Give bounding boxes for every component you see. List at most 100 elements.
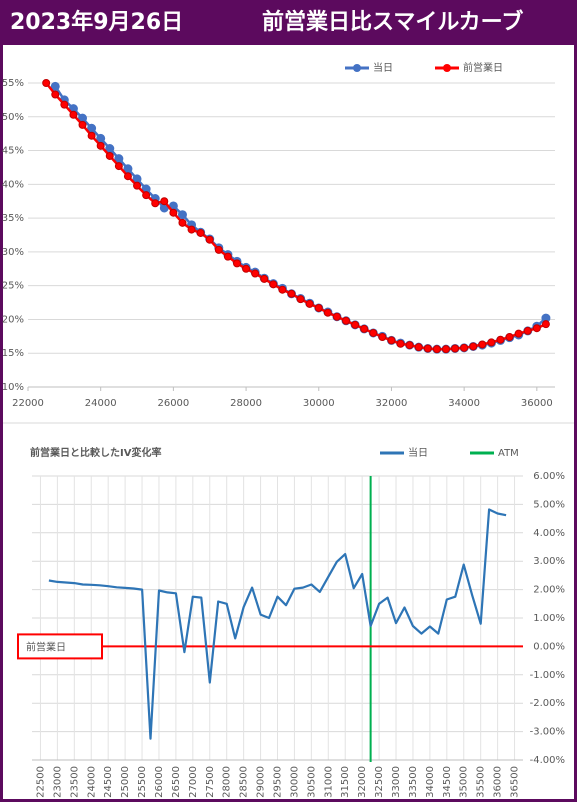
legend-label: 当日 — [408, 446, 428, 459]
marker — [414, 343, 423, 352]
x-tick-label: 36500 — [510, 766, 521, 798]
x-tick-label: 32500 — [374, 766, 385, 798]
marker — [314, 303, 323, 312]
y-tick-label: 50% — [2, 112, 24, 123]
y-tick-label: 15% — [2, 348, 24, 359]
x-tick-label: 26000 — [157, 398, 189, 409]
y-tick-label: -2.00% — [530, 698, 565, 709]
marker — [496, 335, 505, 344]
x-tick-label: 24000 — [85, 398, 117, 409]
x-tick-label: 22500 — [35, 766, 46, 798]
x-tick-label: 30000 — [303, 398, 335, 409]
marker — [332, 312, 341, 321]
x-tick-label: 34500 — [442, 766, 453, 798]
x-tick-label: 33000 — [391, 766, 402, 798]
y-tick-label: 40% — [2, 179, 24, 190]
x-tick-label: 35500 — [476, 766, 487, 798]
legend-label: ATM — [498, 448, 519, 459]
y-tick-label: 4.00% — [533, 528, 565, 539]
x-tick-label: 34000 — [448, 398, 480, 409]
marker — [214, 245, 223, 254]
marker — [396, 339, 405, 348]
marker — [378, 333, 387, 342]
y-tick-label: 55% — [2, 78, 24, 89]
marker — [360, 324, 369, 333]
marker — [460, 343, 469, 352]
marker — [405, 341, 414, 350]
marker — [78, 120, 87, 129]
x-tick-label: 25500 — [137, 766, 148, 798]
marker — [351, 320, 360, 329]
series-line — [48, 508, 507, 740]
x-tick-label: 25000 — [120, 766, 131, 798]
legend-marker — [353, 64, 361, 72]
x-tick-label: 32000 — [357, 766, 368, 798]
x-tick-label: 34000 — [425, 766, 436, 798]
marker — [142, 191, 151, 200]
x-tick-label: 36000 — [521, 398, 553, 409]
marker — [505, 333, 514, 342]
marker — [514, 329, 523, 338]
x-tick-label: 22000 — [12, 398, 44, 409]
y-tick-label: -4.00% — [530, 755, 565, 766]
x-tick-label: 27500 — [205, 766, 216, 798]
marker — [251, 269, 260, 278]
x-tick-label: 28000 — [230, 398, 262, 409]
marker — [96, 141, 105, 150]
marker — [478, 340, 487, 349]
marker — [105, 151, 114, 160]
x-tick-label: 29000 — [256, 766, 267, 798]
x-tick-label: 28000 — [222, 766, 233, 798]
marker — [269, 280, 278, 289]
marker — [87, 131, 96, 140]
marker — [323, 308, 332, 317]
x-tick-label: 26000 — [154, 766, 165, 798]
marker — [123, 172, 132, 181]
baseline-label-box — [17, 633, 103, 660]
legend-marker — [443, 64, 451, 72]
x-tick-label: 36000 — [493, 766, 504, 798]
x-tick-label: 24000 — [86, 766, 97, 798]
legend-label: 当日 — [373, 61, 393, 74]
marker — [160, 197, 169, 206]
y-tick-label: 35% — [2, 213, 24, 224]
marker — [260, 274, 269, 283]
header-title: 前営業日比スマイルカーブ — [262, 9, 523, 35]
x-tick-label: 28500 — [239, 766, 250, 798]
y-tick-label: 1.00% — [533, 613, 565, 624]
marker — [369, 328, 378, 337]
y-tick-label: 20% — [2, 314, 24, 325]
marker — [541, 320, 550, 329]
marker — [151, 199, 160, 208]
marker — [387, 336, 396, 345]
x-tick-label: 31500 — [340, 766, 351, 798]
marker — [178, 218, 187, 227]
marker — [278, 285, 287, 294]
y-tick-label: -1.00% — [530, 670, 565, 681]
marker — [60, 100, 69, 109]
marker — [296, 295, 305, 304]
marker — [50, 81, 60, 91]
marker — [114, 162, 123, 171]
y-tick-label: 6.00% — [533, 471, 565, 482]
marker — [51, 90, 60, 99]
marker — [196, 228, 205, 237]
marker — [523, 326, 532, 335]
legend-label: 前営業日 — [463, 61, 503, 74]
x-tick-label: 27000 — [188, 766, 199, 798]
chart-title: 前営業日と比較したIV変化率 — [30, 446, 161, 459]
marker — [69, 110, 78, 119]
marker — [242, 264, 251, 273]
y-tick-label: 45% — [2, 146, 24, 157]
y-tick-label: 0.00% — [533, 641, 565, 652]
marker — [305, 299, 314, 308]
y-tick-label: 3.00% — [533, 556, 565, 567]
marker — [469, 342, 478, 351]
marker — [223, 252, 232, 261]
baseline-label: 前営業日 — [26, 640, 66, 653]
x-tick-label: 23500 — [69, 766, 80, 798]
marker — [441, 345, 450, 354]
y-tick-label: 2.00% — [533, 585, 565, 596]
marker — [451, 344, 460, 353]
